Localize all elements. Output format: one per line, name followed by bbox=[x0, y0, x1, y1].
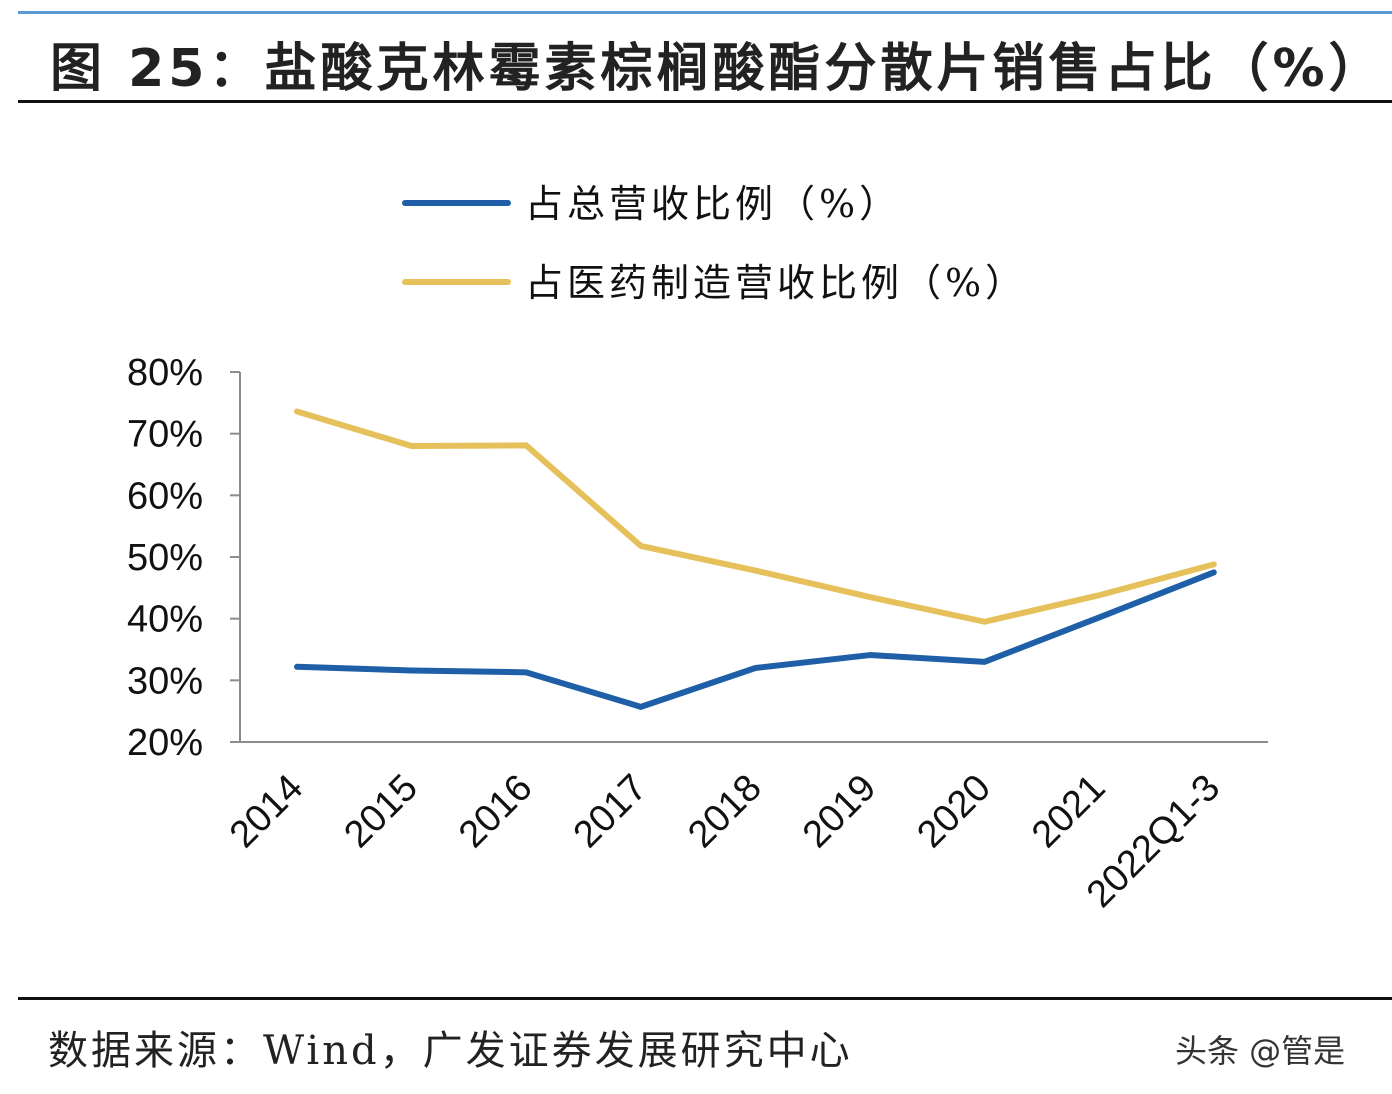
data-point bbox=[1213, 563, 1215, 565]
data-point bbox=[411, 445, 413, 447]
y-tick-label: 60% bbox=[127, 475, 203, 517]
data-point bbox=[411, 669, 413, 671]
data-point bbox=[869, 596, 871, 598]
source-note: 数据来源：Wind，广发证券发展研究中心 bbox=[48, 1028, 853, 1074]
data-point bbox=[1213, 571, 1215, 573]
x-tick-label: 2020 bbox=[909, 767, 998, 856]
data-point bbox=[984, 621, 986, 623]
data-point bbox=[1098, 594, 1100, 596]
x-tick-label: 2014 bbox=[222, 767, 311, 856]
line-chart: 占总营收比例（%） 占医药制造营收比例（%） 80% 70% 60% 50% 40% 30%… bbox=[127, 182, 1268, 916]
data-point bbox=[525, 671, 527, 673]
x-tick-label: 2017 bbox=[566, 767, 655, 856]
y-tick-label: 70% bbox=[127, 414, 203, 456]
series-layer bbox=[294, 408, 1217, 710]
legend-label: 占总营收比例（%） bbox=[525, 182, 901, 226]
title-divider bbox=[18, 100, 1392, 103]
x-tick-label: 2016 bbox=[451, 767, 540, 856]
data-point bbox=[754, 667, 756, 669]
data-point bbox=[984, 661, 986, 663]
data-point bbox=[525, 444, 527, 446]
legend: 占总营收比例（%） 占医药制造营收比例（%） bbox=[402, 182, 1027, 305]
data-point bbox=[640, 545, 642, 547]
data-point bbox=[1098, 616, 1100, 618]
data-point bbox=[296, 410, 298, 412]
series-1 bbox=[294, 569, 1217, 710]
top-accent-bar bbox=[18, 11, 1392, 14]
y-tick-label: 20% bbox=[127, 722, 203, 764]
page-title: 图 25：盐酸克林霉素棕榈酸酯分散片销售占比（%） bbox=[50, 39, 1385, 99]
watermark: 头条 @管是 bbox=[1175, 1032, 1346, 1070]
legend-label: 占医药制造营收比例（%） bbox=[525, 261, 1027, 305]
data-point bbox=[640, 706, 642, 708]
y-tick-label: 50% bbox=[127, 537, 203, 579]
y-tick-label: 40% bbox=[127, 599, 203, 641]
x-tick-label: 2018 bbox=[680, 767, 769, 856]
x-tick-label: 2021 bbox=[1024, 767, 1113, 856]
chart-axes: 80% 70% 60% 50% 40% 30% 20% 2014 2015 2016 2017 201… bbox=[127, 352, 1268, 916]
series-line bbox=[294, 408, 1217, 625]
series-line bbox=[294, 569, 1217, 710]
x-tick-label: 2019 bbox=[795, 767, 884, 856]
y-tick-label: 80% bbox=[127, 352, 203, 394]
data-point bbox=[296, 666, 298, 668]
series-2 bbox=[294, 408, 1217, 625]
y-tick-label: 30% bbox=[127, 660, 203, 702]
data-point bbox=[869, 654, 871, 656]
footer-divider bbox=[18, 997, 1392, 1000]
x-tick-label: 2015 bbox=[336, 767, 425, 856]
data-point bbox=[754, 570, 756, 572]
